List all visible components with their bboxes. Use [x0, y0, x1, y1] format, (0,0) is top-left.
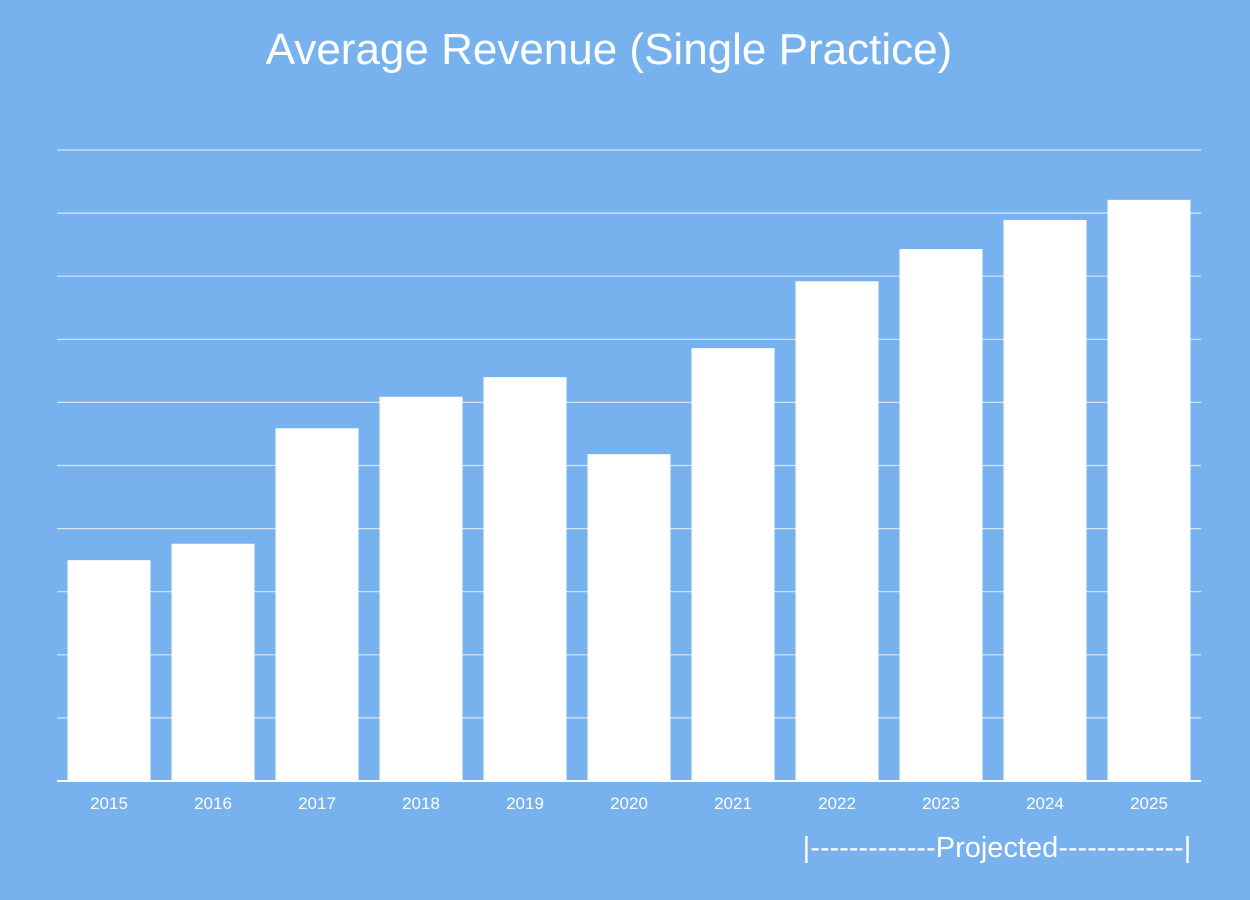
projected-annotation: |-------------Projected-------------|: [803, 832, 1192, 864]
bar-2023: [899, 249, 983, 781]
x-tick-label: 2015: [90, 794, 128, 813]
bars: [67, 199, 1191, 781]
chart-title: Average Revenue (Single Practice): [266, 25, 952, 74]
x-tick-label: 2017: [298, 794, 336, 813]
bar-2016: [171, 543, 255, 781]
x-tick-label: 2023: [922, 794, 960, 813]
x-tick-label: 2016: [194, 794, 232, 813]
x-tick-label: 2021: [714, 794, 752, 813]
bar-2019: [483, 377, 567, 781]
bar-2017: [275, 428, 359, 781]
bar-2021: [691, 348, 775, 781]
x-tick-label: 2025: [1130, 794, 1168, 813]
bar-2015: [67, 560, 151, 781]
x-tick-label: 2024: [1026, 794, 1064, 813]
x-tick-label: 2018: [402, 794, 440, 813]
bar-2018: [379, 396, 463, 781]
bar-2022: [795, 281, 879, 781]
x-tick-label: 2020: [610, 794, 648, 813]
bar-2025: [1107, 199, 1191, 781]
bar-2020: [587, 454, 671, 781]
x-tick-label: 2022: [818, 794, 856, 813]
x-tick-label: 2019: [506, 794, 544, 813]
x-tick-labels: 2015 2016 2017 2018 2019 2020 2021 2022 2023 2024…: [90, 794, 1168, 813]
bar-2024: [1003, 220, 1087, 781]
